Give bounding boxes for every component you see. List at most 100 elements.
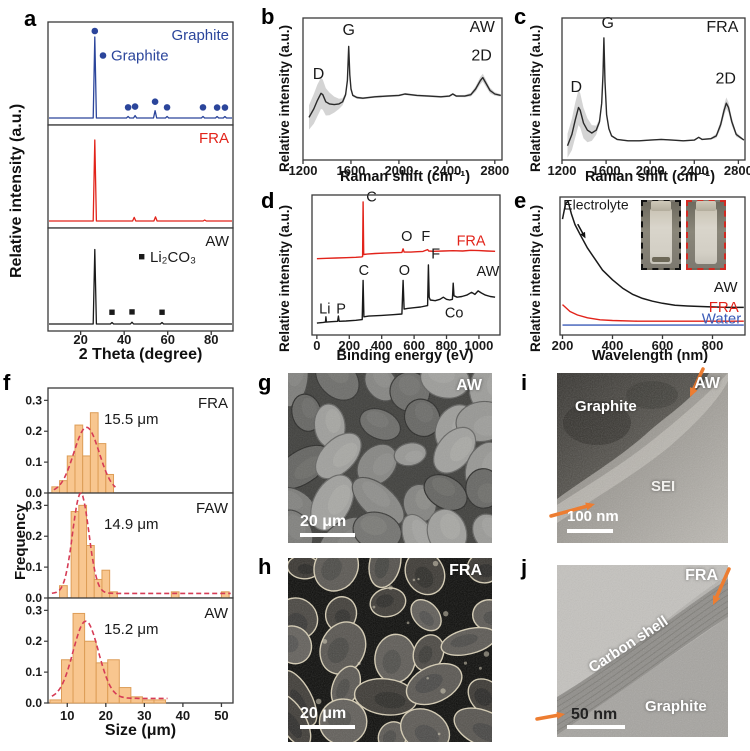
svg-text:600: 600	[652, 338, 674, 353]
panel-letter-g: g	[258, 370, 272, 395]
svg-text:50: 50	[214, 708, 228, 723]
panel-b-x-axis-label: Raman shift (cm⁻¹)	[339, 169, 471, 185]
tem-image-aw: AW Graphite SEI 100 nm	[549, 367, 728, 543]
svg-text:FRA: FRA	[199, 130, 229, 147]
svg-text:C: C	[366, 189, 376, 205]
svg-text:D: D	[313, 66, 325, 83]
svg-text:2400: 2400	[680, 163, 709, 178]
svg-text:40: 40	[117, 332, 131, 347]
svg-text:800: 800	[436, 338, 458, 353]
svg-text:200: 200	[552, 338, 574, 353]
panel-e-x-axis-label: Wavelength (nm)	[591, 348, 709, 364]
svg-text:0.1: 0.1	[25, 455, 42, 469]
scale-text-g: 20 μm	[300, 513, 347, 530]
panel-letter-h: h	[258, 554, 272, 579]
svg-text:2D: 2D	[471, 48, 491, 65]
svg-text:G: G	[342, 22, 354, 39]
svg-text:0.0: 0.0	[25, 486, 42, 500]
vial-aw	[650, 201, 672, 264]
size-histogram-chart: 0.0 0.1 0.2 0.3 FRA 15.5 μm 0.0 0.1 0.2 0.3 FAW 14.…	[25, 387, 234, 723]
panel-letter-b: b	[261, 4, 275, 29]
svg-text:400: 400	[602, 338, 624, 353]
svg-text:0.1: 0.1	[25, 665, 42, 679]
svg-text:AW: AW	[477, 264, 500, 280]
tem-aw-rendering	[549, 367, 728, 543]
svg-text:C: C	[359, 263, 369, 279]
svg-text:Co: Co	[445, 306, 464, 322]
svg-text:0.2: 0.2	[25, 424, 42, 438]
svg-text:40: 40	[176, 708, 190, 723]
svg-text:20: 20	[99, 708, 113, 723]
panel-f-x-axis-label: Size (μm)	[104, 722, 177, 739]
scale-bar-j	[567, 725, 625, 729]
svg-text:Li: Li	[319, 301, 330, 317]
svg-text:0.2: 0.2	[25, 529, 42, 543]
scale-bar-i	[567, 529, 613, 533]
svg-text:0.0: 0.0	[25, 591, 42, 605]
panel-letter-e: e	[514, 188, 527, 213]
scale-text-h: 20 μm	[300, 705, 347, 722]
svg-text:0.2: 0.2	[25, 634, 42, 648]
sample-label-i: AW	[694, 375, 720, 392]
svg-text:0.1: 0.1	[25, 560, 42, 574]
svg-text:1000: 1000	[464, 338, 493, 353]
svg-text:20: 20	[73, 332, 87, 347]
svg-text:AW: AW	[205, 233, 229, 250]
raman-chart-aw: D G 2D AW 1200 1600 2000 2400 2800	[289, 17, 509, 178]
svg-text:AW: AW	[470, 19, 496, 36]
svg-text:60: 60	[160, 332, 174, 347]
raman-chart-fra: D G 2D FRA 1200 1600 2000 2400 2800	[548, 15, 750, 178]
panel-c-x-axis-label: Raman shift (cm⁻¹)	[584, 169, 716, 185]
vial-photo-aw	[641, 200, 681, 270]
region-label-graphite-j: Graphite	[645, 698, 707, 715]
svg-text:Graphite: Graphite	[111, 48, 169, 65]
sample-label-h: FRA	[449, 562, 482, 579]
region-label-sei: SEI	[651, 478, 676, 495]
svg-text:FRA: FRA	[706, 19, 738, 36]
svg-text:15.2 μm: 15.2 μm	[104, 621, 159, 638]
svg-text:Li₂CO₃: Li₂CO₃	[150, 249, 196, 266]
svg-text:2000: 2000	[384, 163, 413, 178]
svg-text:1600: 1600	[336, 163, 365, 178]
svg-text:10: 10	[60, 708, 74, 723]
svg-text:80: 80	[204, 332, 218, 347]
svg-text:FRA: FRA	[709, 299, 739, 316]
region-label-graphite-i: Graphite	[575, 398, 637, 415]
svg-text:15.5 μm: 15.5 μm	[104, 411, 159, 428]
svg-text:P: P	[336, 301, 346, 317]
svg-text:600: 600	[403, 338, 425, 353]
svg-text:Water: Water	[702, 310, 741, 327]
scale-text-i: 100 nm	[567, 508, 619, 525]
svg-text:2400: 2400	[432, 163, 461, 178]
svg-text:2800: 2800	[480, 163, 509, 178]
sem-image-aw: AW 20 μm	[288, 373, 492, 543]
sem-image-fra: FRA 20 μm	[288, 558, 492, 742]
svg-text:1600: 1600	[592, 163, 621, 178]
svg-text:0: 0	[313, 338, 320, 353]
svg-text:FAW: FAW	[196, 500, 229, 517]
vial-fra	[695, 201, 717, 264]
svg-text:0.0: 0.0	[25, 696, 42, 710]
svg-text:200: 200	[338, 338, 360, 353]
svg-text:2800: 2800	[724, 163, 750, 178]
panel-letter-i: i	[521, 370, 528, 395]
svg-text:AW: AW	[204, 605, 228, 622]
svg-text:0.3: 0.3	[25, 393, 42, 407]
panel-letter-d: d	[261, 188, 275, 213]
svg-text:1200: 1200	[289, 163, 318, 178]
sample-label-j: FRA	[685, 567, 718, 584]
panel-letter-a: a	[24, 6, 37, 31]
svg-text:2000: 2000	[636, 163, 665, 178]
svg-text:F: F	[431, 247, 440, 263]
panel-letter-f: f	[3, 370, 11, 395]
sample-label-g: AW	[456, 377, 482, 394]
svg-text:Graphite: Graphite	[171, 27, 229, 44]
svg-text:O: O	[399, 263, 410, 279]
panel-d-x-axis-label: Binding energy (eV)	[336, 348, 474, 364]
tem-image-fra: FRA Carbon shell Graphite 50 nm	[535, 565, 731, 737]
panel-a-x-axis-label: 2 Theta (degree)	[78, 346, 203, 363]
